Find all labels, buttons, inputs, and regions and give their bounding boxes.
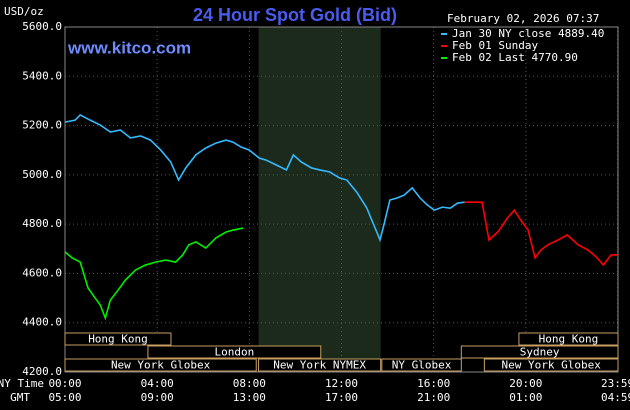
session-label: New York Globex [111,359,211,372]
y-tick-label: 5200.0 [22,119,62,132]
session-box [258,358,382,372]
x-axis-label: NY Time [0,377,44,390]
session-box [64,358,257,372]
y-tick-label: 4600.0 [22,266,62,279]
x-tick-label: 23:59 [601,377,630,390]
x-tick-label: 20:00 [509,377,542,390]
x-tick-label: 04:00 [141,377,174,390]
session-box [147,345,322,359]
series-line [64,227,244,321]
x-tick-label: 00:00 [48,377,81,390]
session-box [483,358,619,372]
legend-label: Jan 30 NY close 4889.40 [452,27,604,40]
x2-tick-label: 04:59 [601,391,630,404]
session-box [381,358,462,372]
y-tick-label: 4800.0 [22,217,62,230]
session-shade [258,27,381,372]
y-tick-label: 4400.0 [22,316,62,329]
session-label: New York Globex [502,359,602,372]
series-line [64,113,465,243]
session-label: London [214,346,254,359]
y-tick-label: 4200.0 [22,365,62,378]
source-label: www.kitco.com [67,38,191,57]
x2-axis-label: GMT [10,391,30,404]
session-label: Hong Kong [88,333,148,346]
x2-tick-label: 17:00 [325,391,358,404]
session-label: Sydney [520,346,560,359]
x-tick-label: 12:00 [325,377,358,390]
session-label: Hong Kong [539,333,599,346]
x2-tick-label: 13:00 [233,391,266,404]
y-tick-label: 5000.0 [22,168,62,181]
legend-label: Feb 02 Last 4770.90 [452,51,578,64]
series-line [464,201,618,267]
legend-label: Feb 01 Sunday [452,39,538,52]
session-label: NY Globex [392,359,452,372]
session-box [518,332,619,346]
session-box [460,345,619,359]
chart-title: 24 Hour Spot Gold (Bid) [193,5,397,25]
x2-tick-label: 09:00 [141,391,174,404]
y-axis-label: USD/oz [4,5,44,18]
x-tick-label: 16:00 [417,377,450,390]
y-tick-label: 5400.0 [22,69,62,82]
x2-tick-label: 21:00 [417,391,450,404]
x2-tick-label: 01:00 [509,391,542,404]
y-tick-label: 5600.0 [22,20,62,33]
x2-tick-label: 05:00 [48,391,81,404]
session-label: New York NYMEX [273,359,366,372]
x-tick-label: 08:00 [233,377,266,390]
timestamp: February 02, 2026 07:37 [447,12,599,25]
plot-border [64,26,619,373]
session-box [64,332,172,346]
